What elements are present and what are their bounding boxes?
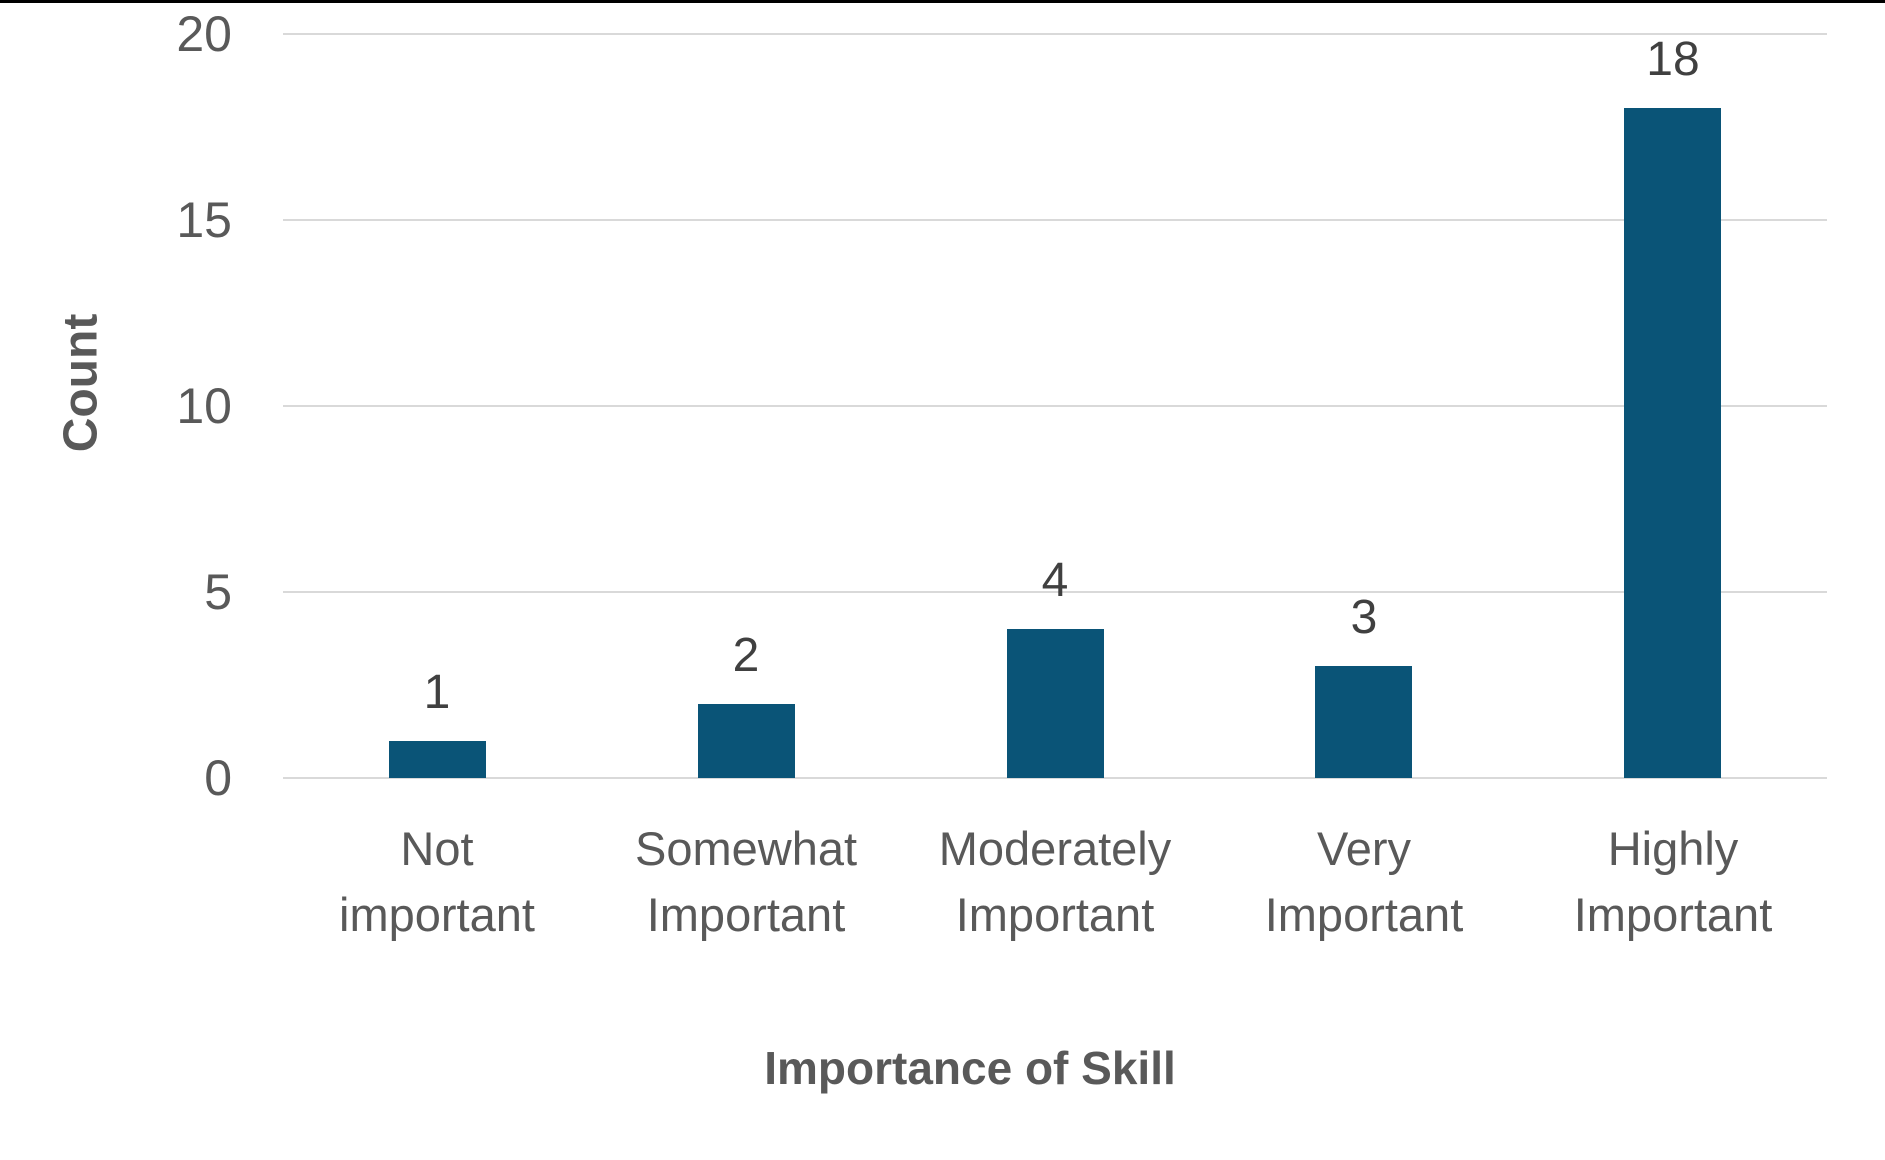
top-border-line xyxy=(0,0,1885,3)
x-category-label: Highly Important xyxy=(1513,816,1833,948)
bar-value-label: 18 xyxy=(1646,33,1700,86)
x-category-label-line: Somewhat xyxy=(634,822,858,875)
bar-highly-important xyxy=(1624,108,1721,778)
x-category-label-line: Highly xyxy=(1607,822,1739,875)
gridline-y-20 xyxy=(283,33,1827,35)
x-category-label-line: Important xyxy=(955,888,1155,941)
bar-very-important xyxy=(1315,666,1412,778)
bar-not-important xyxy=(389,741,486,778)
x-axis-title: Importance of Skill xyxy=(764,1042,1176,1094)
x-category-label-line: important xyxy=(339,888,535,941)
y-tick-label-15: 15 xyxy=(176,192,232,248)
plot-area xyxy=(283,33,1827,779)
gridline-y-5 xyxy=(283,591,1827,593)
y-tick-label-0: 0 xyxy=(204,750,232,806)
x-category-label-line: Important xyxy=(1573,888,1773,941)
y-tick-label-5: 5 xyxy=(204,564,232,620)
y-tick-label-10: 10 xyxy=(176,378,232,434)
bar-value-label: 1 xyxy=(423,666,451,719)
bar-value-label: 4 xyxy=(1041,554,1069,607)
x-category-label: Moderately Important xyxy=(895,816,1215,948)
x-category-label-line: Important xyxy=(1264,888,1464,941)
x-category-label-line: Very xyxy=(1316,822,1412,875)
gridline-y-10 xyxy=(283,405,1827,407)
bar-moderately-important xyxy=(1007,629,1104,778)
gridline-y-0 xyxy=(283,777,1827,779)
x-category-label: Very Important xyxy=(1204,816,1524,948)
x-category-label: Not important xyxy=(277,816,597,948)
x-category-label: Somewhat Important xyxy=(586,816,906,948)
bar-value-label: 3 xyxy=(1350,591,1378,644)
bar-somewhat-important xyxy=(698,704,795,778)
gridline-y-15 xyxy=(283,219,1827,221)
x-category-label-line: Moderately xyxy=(938,822,1172,875)
x-category-label-line: Important xyxy=(646,888,846,941)
bar-value-label: 2 xyxy=(732,629,760,682)
y-tick-label-20: 20 xyxy=(176,6,232,62)
x-category-label-line: Not xyxy=(400,822,474,875)
